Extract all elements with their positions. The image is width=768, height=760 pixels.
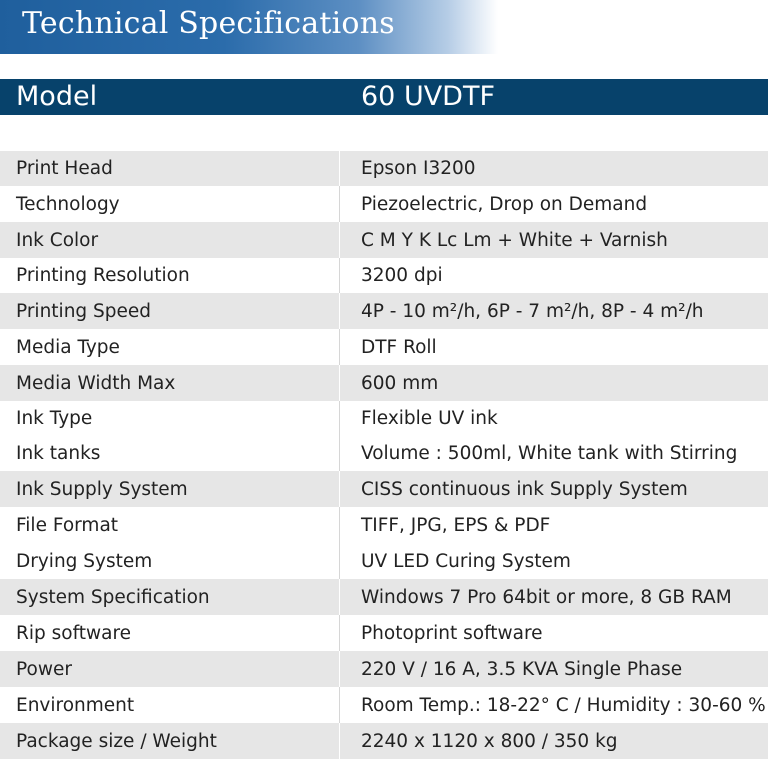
- spec-label: Environment: [16, 694, 135, 716]
- spec-value: UV LED Curing System: [361, 550, 571, 572]
- spec-label: Power: [16, 658, 72, 680]
- spec-table: Print Head Epson I3200 Technology Piezoe…: [0, 151, 768, 759]
- spec-value: Epson I3200: [361, 158, 476, 179]
- spec-label: Media Type: [16, 336, 120, 358]
- column-divider: [339, 151, 340, 186]
- spec-value: 4P - 10 m²/h, 6P - 7 m²/h, 8P - 4 m²/h: [361, 300, 704, 322]
- spec-row-rip-software: Rip software Photoprint software: [0, 615, 768, 651]
- spec-label: Rip software: [16, 622, 132, 644]
- column-divider: [339, 579, 340, 615]
- column-divider: [339, 507, 340, 543]
- spec-row-file-format: File Format TIFF, JPG, EPS & PDF: [0, 507, 768, 543]
- column-divider: [339, 471, 340, 507]
- spec-label: Package size / Weight: [16, 730, 217, 752]
- spec-label: Ink Type: [16, 408, 93, 429]
- column-divider: [339, 365, 340, 401]
- column-divider: [339, 401, 340, 436]
- spec-value: Photoprint software: [361, 622, 543, 644]
- spec-row-ink-tanks: Ink tanks Volume : 500ml, White tank wit…: [0, 436, 768, 471]
- spec-label: Print Head: [16, 158, 113, 179]
- column-divider: [339, 543, 340, 579]
- column-divider: [339, 293, 340, 329]
- spec-value: Room Temp.: 18-22° C / Humidity : 30-60 …: [361, 694, 766, 716]
- column-divider: [339, 651, 340, 687]
- spec-value: 2240 x 1120 x 800 / 350 kg: [361, 730, 618, 752]
- spec-label: Technology: [16, 193, 120, 215]
- column-divider: [339, 615, 340, 651]
- spec-row-drying-system: Drying System UV LED Curing System: [0, 543, 768, 579]
- column-divider: [339, 222, 340, 258]
- spec-label: Ink Color: [16, 229, 99, 251]
- column-divider: [339, 258, 340, 293]
- spec-row-printing-speed: Printing Speed 4P - 10 m²/h, 6P - 7 m²/h…: [0, 293, 768, 329]
- spec-label: Printing Speed: [16, 300, 152, 322]
- spec-row-power: Power 220 V / 16 A, 3.5 KVA Single Phase: [0, 651, 768, 687]
- spec-label: File Format: [16, 514, 119, 536]
- spec-value: C M Y K Lc Lm + White + Varnish: [361, 229, 668, 251]
- page-title: Technical Specifications: [22, 6, 395, 41]
- spec-row-ink-color: Ink Color C M Y K Lc Lm + White + Varnis…: [0, 222, 768, 258]
- spec-value: 3200 dpi: [361, 265, 443, 286]
- spec-row-system-specification: System Specification Windows 7 Pro 64bit…: [0, 579, 768, 615]
- spec-value: CISS continuous ink Supply System: [361, 478, 688, 500]
- title-banner: Technical Specifications: [0, 0, 498, 54]
- spec-row-package-size-weight: Package size / Weight 2240 x 1120 x 800 …: [0, 723, 768, 759]
- model-value: 60 UVDTF: [361, 81, 495, 112]
- spec-value: Flexible UV ink: [361, 408, 498, 429]
- spec-label: Ink tanks: [16, 443, 101, 464]
- spec-value: Piezoelectric, Drop on Demand: [361, 193, 648, 215]
- column-divider: [339, 436, 340, 471]
- spec-label: Drying System: [16, 550, 153, 572]
- column-divider: [339, 186, 340, 222]
- spec-row-media-type: Media Type DTF Roll: [0, 329, 768, 365]
- spec-value: TIFF, JPG, EPS & PDF: [361, 514, 551, 536]
- spec-value: 220 V / 16 A, 3.5 KVA Single Phase: [361, 658, 683, 680]
- spec-label: Media Width Max: [16, 372, 176, 394]
- spec-value: Volume : 500ml, White tank with Stirring: [361, 443, 738, 464]
- column-divider: [339, 723, 340, 759]
- spec-value: DTF Roll: [361, 336, 437, 358]
- spec-row-printing-resolution: Printing Resolution 3200 dpi: [0, 258, 768, 293]
- model-header-bar: Model 60 UVDTF: [0, 79, 768, 115]
- spec-row-ink-type: Ink Type Flexible UV ink: [0, 401, 768, 436]
- spec-row-environment: Environment Room Temp.: 18-22° C / Humid…: [0, 687, 768, 723]
- model-label: Model: [16, 81, 98, 112]
- spec-label: System Specification: [16, 586, 210, 608]
- spec-value: 600 mm: [361, 372, 439, 394]
- spec-label: Printing Resolution: [16, 265, 190, 286]
- spec-label: Ink Supply System: [16, 478, 188, 500]
- spec-row-print-head: Print Head Epson I3200: [0, 151, 768, 186]
- spec-value: Windows 7 Pro 64bit or more, 8 GB RAM: [361, 586, 732, 608]
- spec-row-ink-supply-system: Ink Supply System CISS continuous ink Su…: [0, 471, 768, 507]
- column-divider: [339, 687, 340, 723]
- spec-row-media-width-max: Media Width Max 600 mm: [0, 365, 768, 401]
- spec-row-technology: Technology Piezoelectric, Drop on Demand: [0, 186, 768, 222]
- column-divider: [339, 329, 340, 365]
